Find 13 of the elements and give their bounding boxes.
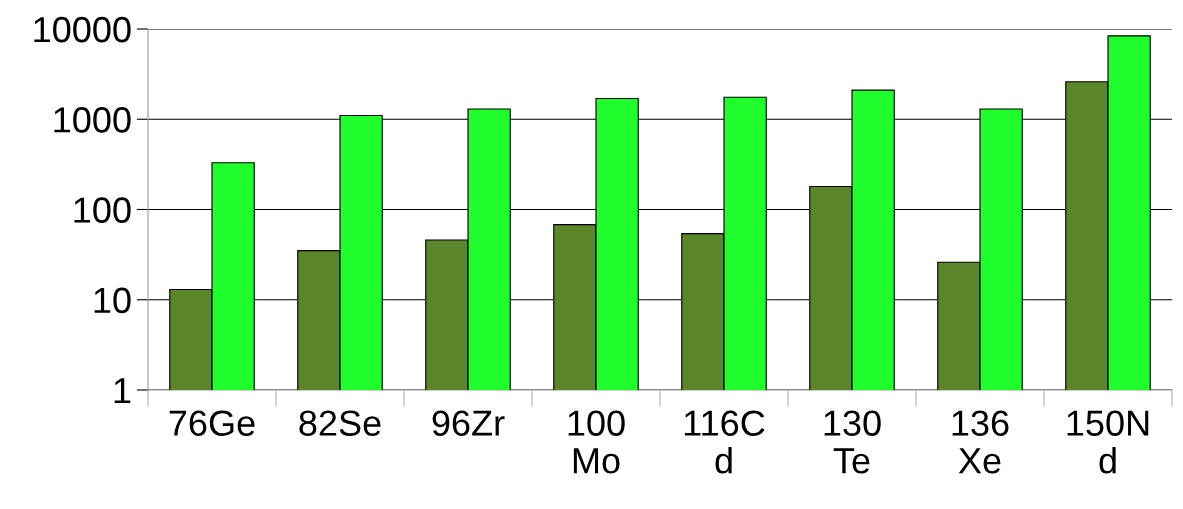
y-tick-label: 10000 xyxy=(34,16,131,43)
x-tick-label: 96Zr xyxy=(432,410,505,436)
x-tick-label: 76Ge xyxy=(169,410,255,436)
y-tick-label: 100 xyxy=(74,197,131,223)
y-tick-label: 1 xyxy=(114,378,131,404)
x-tick-label: 82Se xyxy=(299,410,381,436)
y-tick-label: 1000 xyxy=(54,107,131,133)
x-tick-label: 136 Xe xyxy=(952,410,1009,474)
x-tick-label: 116C d xyxy=(684,410,765,474)
x-tick-label: 100 Mo xyxy=(568,410,625,474)
x-tick-label: 150N d xyxy=(1067,410,1149,474)
x-tick-label: 130 Te xyxy=(824,410,881,474)
y-tick-label: 10 xyxy=(94,287,131,314)
